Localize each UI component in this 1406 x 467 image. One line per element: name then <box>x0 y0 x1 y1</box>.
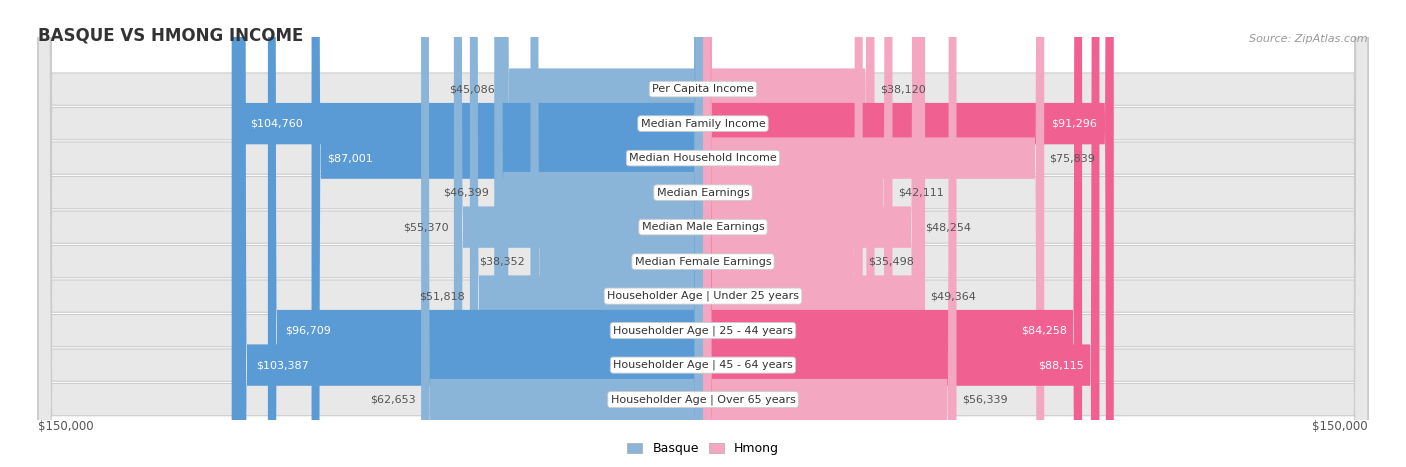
Text: Householder Age | Over 65 years: Householder Age | Over 65 years <box>610 394 796 405</box>
FancyBboxPatch shape <box>703 0 875 467</box>
Text: Householder Age | Under 25 years: Householder Age | Under 25 years <box>607 291 799 301</box>
Text: Median Household Income: Median Household Income <box>628 153 778 163</box>
FancyBboxPatch shape <box>703 0 925 467</box>
Text: Median Family Income: Median Family Income <box>641 119 765 128</box>
Text: $38,352: $38,352 <box>479 256 524 267</box>
Text: $103,387: $103,387 <box>256 360 309 370</box>
Legend: Basque, Hmong: Basque, Hmong <box>623 437 783 460</box>
Text: Source: ZipAtlas.com: Source: ZipAtlas.com <box>1249 34 1368 44</box>
FancyBboxPatch shape <box>501 0 703 467</box>
FancyBboxPatch shape <box>38 0 1368 467</box>
Text: $35,498: $35,498 <box>868 256 914 267</box>
Text: $55,370: $55,370 <box>404 222 449 232</box>
FancyBboxPatch shape <box>470 0 703 467</box>
FancyBboxPatch shape <box>38 0 1368 467</box>
Text: $56,339: $56,339 <box>962 395 1008 404</box>
FancyBboxPatch shape <box>38 0 1368 467</box>
Text: $38,120: $38,120 <box>880 84 925 94</box>
Text: Median Male Earnings: Median Male Earnings <box>641 222 765 232</box>
FancyBboxPatch shape <box>495 0 703 467</box>
FancyBboxPatch shape <box>38 0 1368 467</box>
FancyBboxPatch shape <box>454 0 703 467</box>
Text: $104,760: $104,760 <box>250 119 304 128</box>
Text: $45,086: $45,086 <box>449 84 495 94</box>
FancyBboxPatch shape <box>703 0 1099 467</box>
Text: $75,839: $75,839 <box>1050 153 1095 163</box>
FancyBboxPatch shape <box>703 0 863 467</box>
Text: $150,000: $150,000 <box>38 420 94 433</box>
Text: $42,111: $42,111 <box>898 188 943 198</box>
FancyBboxPatch shape <box>232 0 703 467</box>
Text: Householder Age | 25 - 44 years: Householder Age | 25 - 44 years <box>613 325 793 336</box>
FancyBboxPatch shape <box>530 0 703 467</box>
FancyBboxPatch shape <box>703 0 1045 467</box>
FancyBboxPatch shape <box>703 0 920 467</box>
FancyBboxPatch shape <box>38 0 1368 467</box>
Text: $51,818: $51,818 <box>419 291 464 301</box>
Text: $84,258: $84,258 <box>1021 325 1067 336</box>
Text: Per Capita Income: Per Capita Income <box>652 84 754 94</box>
Text: Median Earnings: Median Earnings <box>657 188 749 198</box>
FancyBboxPatch shape <box>703 0 893 467</box>
FancyBboxPatch shape <box>38 0 1368 467</box>
Text: $49,364: $49,364 <box>931 291 976 301</box>
Text: $87,001: $87,001 <box>328 153 373 163</box>
Text: $150,000: $150,000 <box>1312 420 1368 433</box>
FancyBboxPatch shape <box>422 0 703 467</box>
Text: $46,399: $46,399 <box>443 188 489 198</box>
Text: Median Female Earnings: Median Female Earnings <box>634 256 772 267</box>
FancyBboxPatch shape <box>703 0 1083 467</box>
Text: BASQUE VS HMONG INCOME: BASQUE VS HMONG INCOME <box>38 26 304 44</box>
Text: $88,115: $88,115 <box>1038 360 1084 370</box>
Text: $91,296: $91,296 <box>1052 119 1097 128</box>
Text: $48,254: $48,254 <box>925 222 972 232</box>
FancyBboxPatch shape <box>38 0 1368 467</box>
Text: Householder Age | 45 - 64 years: Householder Age | 45 - 64 years <box>613 360 793 370</box>
FancyBboxPatch shape <box>312 0 703 467</box>
FancyBboxPatch shape <box>38 0 1368 467</box>
FancyBboxPatch shape <box>38 0 1368 467</box>
Text: $62,653: $62,653 <box>370 395 416 404</box>
FancyBboxPatch shape <box>269 0 703 467</box>
FancyBboxPatch shape <box>238 0 703 467</box>
FancyBboxPatch shape <box>703 0 1114 467</box>
FancyBboxPatch shape <box>38 0 1368 467</box>
FancyBboxPatch shape <box>703 0 956 467</box>
Text: $96,709: $96,709 <box>285 325 332 336</box>
